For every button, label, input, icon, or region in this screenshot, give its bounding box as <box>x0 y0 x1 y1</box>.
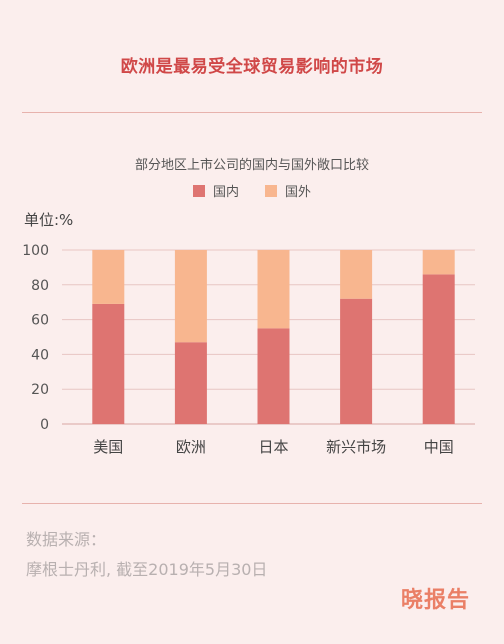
page-title: 欧洲是最易受全球贸易影响的市场 <box>120 57 384 77</box>
y-tick-label: 80 <box>31 278 49 294</box>
bar-segment-foreign <box>340 250 373 299</box>
source-text: 摩根士丹利, 截至2019年5月30日 <box>26 560 268 579</box>
y-tick-label: 0 <box>40 417 49 433</box>
legend-label-foreign: 国外 <box>285 185 312 200</box>
bar-segment-domestic <box>422 274 455 424</box>
y-tick-label: 20 <box>31 382 49 398</box>
bar-segment-domestic <box>174 342 207 424</box>
y-tick-label: 40 <box>31 347 49 363</box>
bottom-divider <box>22 503 482 504</box>
bar-segment-foreign <box>257 250 290 329</box>
legend-item-foreign: 国外 <box>265 181 311 200</box>
y-tick-label: 60 <box>31 313 49 329</box>
bar-segment-foreign <box>422 250 455 275</box>
x-tick-label: 美国 <box>93 438 123 456</box>
bar-segment-foreign <box>92 250 125 304</box>
bar-segment-domestic <box>340 298 373 424</box>
bar-segment-domestic <box>92 303 125 424</box>
x-tick-label: 中国 <box>424 438 454 456</box>
chart-legend: 国内 国外 <box>0 181 504 200</box>
chart-title: 部分地区上市公司的国内与国外敞口比较 <box>134 158 369 173</box>
legend-swatch-foreign <box>265 184 277 197</box>
y-tick-label: 100 <box>22 243 49 259</box>
legend-item-domestic: 国内 <box>192 181 239 200</box>
y-axis-unit-label: 单位:% <box>24 211 74 229</box>
legend-swatch-domestic <box>192 184 205 197</box>
x-tick-label: 欧洲 <box>176 438 206 456</box>
brand-logo: 晓报告 <box>400 588 470 613</box>
source-label: 数据来源： <box>26 530 107 549</box>
bar-segment-domestic <box>257 328 290 424</box>
legend-label-domestic: 国内 <box>212 185 239 200</box>
x-tick-label: 新兴市场 <box>326 438 386 456</box>
bar-segment-foreign <box>174 250 207 343</box>
top-divider <box>22 112 482 113</box>
x-tick-label: 日本 <box>258 438 288 456</box>
